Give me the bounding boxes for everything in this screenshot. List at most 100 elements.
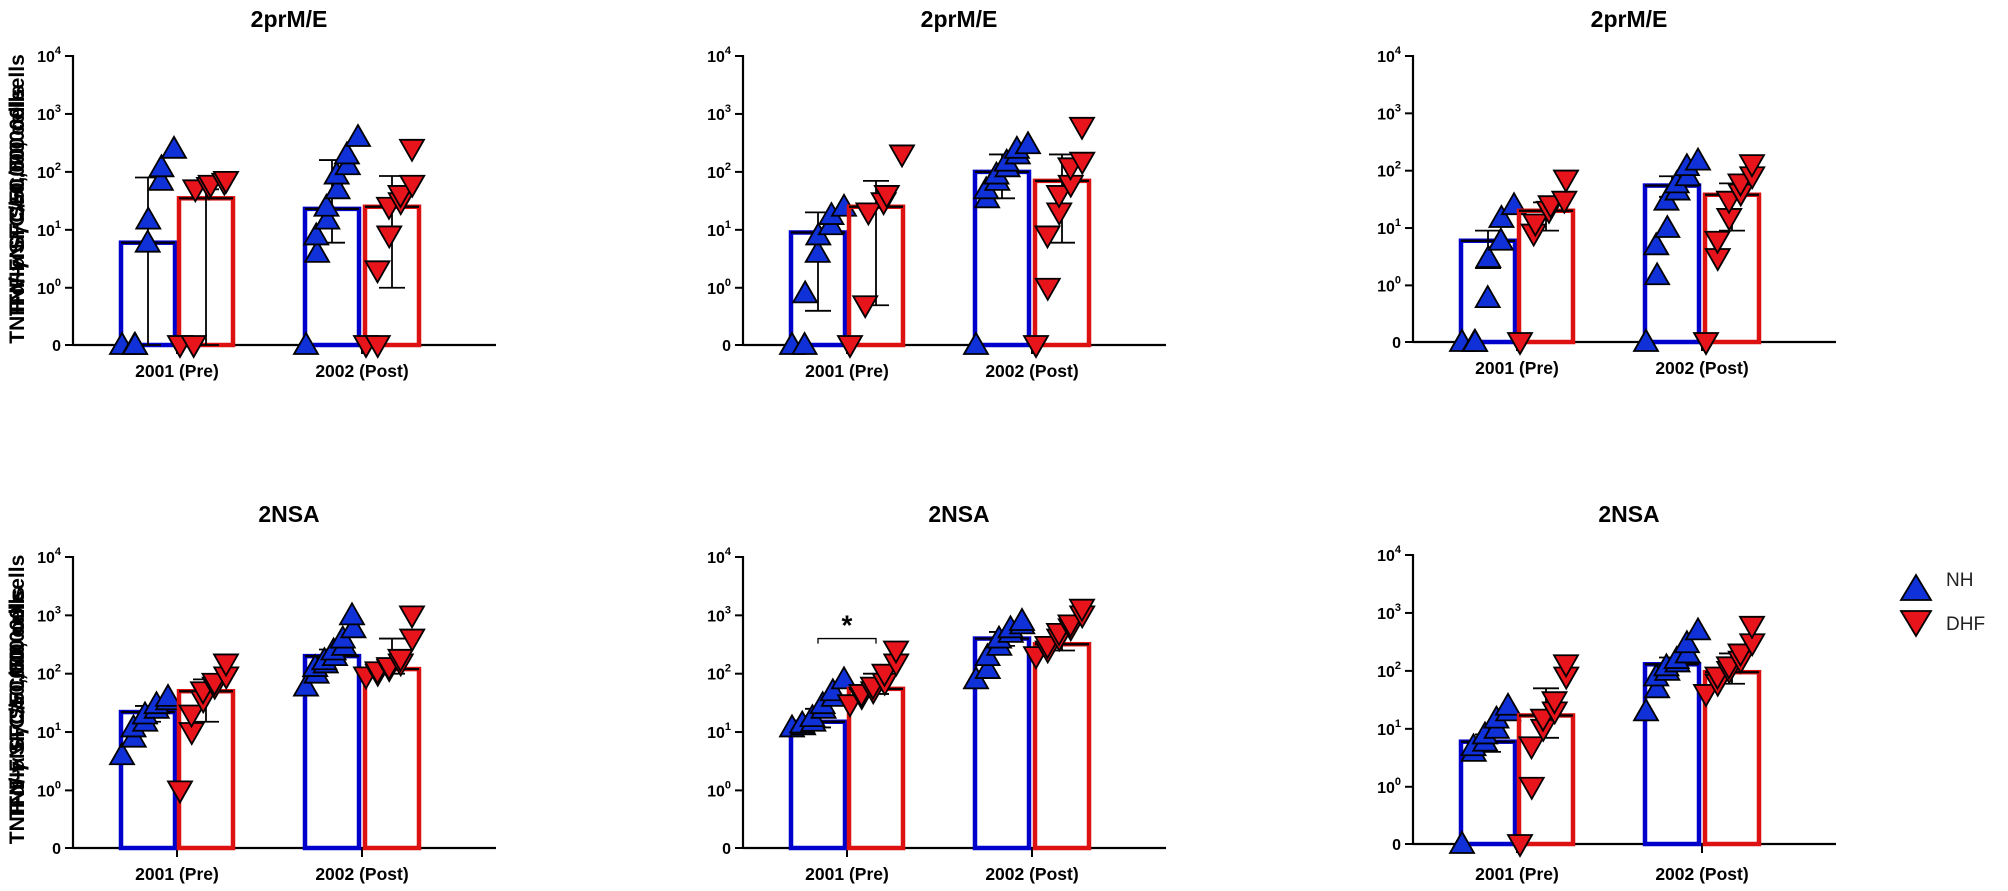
y-axis-label: IFN-γ SFC/50,000 cells	[6, 591, 29, 814]
y-tick-label: 104	[1377, 45, 1402, 66]
data-point-dhf	[1552, 654, 1580, 679]
data-point-dhf	[1692, 332, 1720, 356]
bar	[1702, 669, 1762, 847]
y-axis-label: IFN-γ SFC/50,000 cells	[6, 89, 29, 312]
y-tick-label: 103	[1377, 602, 1401, 623]
x-tick-label: 2002 (Post)	[1655, 358, 1748, 378]
legend-dhf-label: DHF	[1946, 614, 1985, 635]
data-point-dhf	[1521, 213, 1549, 238]
data-point-dhf	[1045, 185, 1073, 209]
legend: NH DHF	[1899, 570, 1985, 638]
data-point-nh	[1448, 830, 1476, 854]
x-tick-label: 2002 (Post)	[315, 864, 408, 884]
y-tick-label: 101	[37, 721, 61, 742]
x-tick-label: 2002 (Post)	[1655, 864, 1748, 884]
data-point-nh	[160, 135, 188, 159]
y-tick-label: 100	[37, 779, 61, 800]
chart-title: 2NSA	[1598, 501, 1659, 527]
data-point-dhf	[836, 335, 864, 359]
x-tick-label: 2002 (Post)	[985, 864, 1078, 884]
significance-star: *	[842, 610, 853, 641]
data-point-dhf	[851, 295, 879, 320]
chart-title: 2prM/E	[921, 6, 998, 32]
chart-title: 2prM/E	[251, 6, 328, 32]
data-point-dhf	[1068, 151, 1096, 176]
data-point-nh	[339, 614, 367, 639]
data-point-dhf	[873, 185, 901, 209]
chart-panel: 2prM/E IFN-γ SFC/50,000 cells 104 103 102 101…	[6, 6, 1166, 381]
data-point-dhf	[398, 628, 426, 653]
data-point-nh	[338, 601, 366, 626]
data-point-nh	[1643, 674, 1671, 699]
data-point-dhf	[363, 260, 392, 285]
data-point-nh	[147, 153, 175, 178]
chart-panel: 2prM/E TNF-α/IFN-γ SFC/50,000 cells 104 103…	[6, 6, 1836, 378]
data-point-dhf	[1518, 776, 1546, 801]
chart-panel: 2NSA IFN-γ SFC/50,000 cells 104 103 102 101 10…	[6, 501, 1166, 884]
y-tick-label: 0	[52, 338, 61, 355]
data-point-nh	[791, 331, 819, 355]
data-point-nh	[1642, 231, 1670, 256]
data-point-nh	[791, 279, 819, 304]
data-point-nh	[804, 239, 832, 263]
y-tick-label: 100	[707, 779, 731, 800]
y-tick-label: 100	[37, 277, 61, 298]
data-point-nh	[134, 228, 162, 253]
y-tick-label: 100	[1377, 274, 1401, 295]
data-point-dhf	[166, 780, 194, 805]
data-point-dhf	[1506, 332, 1534, 356]
data-point-dhf	[854, 202, 882, 227]
data-point-dhf	[888, 144, 916, 169]
y-tick-label: 104	[37, 546, 62, 567]
y-tick-label: 0	[1392, 837, 1401, 854]
data-point-dhf	[180, 335, 208, 359]
data-point-nh	[134, 205, 162, 230]
data-point-dhf	[1068, 598, 1096, 623]
y-tick-label: 102	[37, 161, 61, 182]
data-point-dhf	[1738, 154, 1766, 178]
y-tick-label: 0	[722, 338, 731, 355]
data-point-nh	[1494, 691, 1522, 716]
bar	[1032, 641, 1092, 851]
data-point-dhf	[398, 138, 426, 163]
y-axis-label: TNF-α/IFN-γ SFC/50,000 cells	[6, 54, 29, 344]
data-point-nh	[324, 175, 352, 200]
data-point-dhf	[1552, 169, 1580, 194]
legend-dhf-marker	[1899, 610, 1933, 638]
x-tick-label: 2002 (Post)	[315, 361, 408, 381]
data-point-dhf	[1517, 736, 1546, 761]
y-tick-label: 102	[1377, 160, 1401, 181]
y-tick-label: 104	[707, 45, 732, 66]
data-point-dhf	[1068, 116, 1096, 141]
x-tick-label: 2001 (Pre)	[1475, 358, 1559, 378]
data-point-nh	[1684, 146, 1712, 171]
data-point-dhf	[364, 335, 392, 359]
data-point-dhf	[1056, 614, 1085, 639]
data-point-nh	[121, 331, 149, 355]
data-point-nh	[292, 331, 320, 355]
data-point-dhf	[386, 648, 415, 673]
data-point-dhf	[1022, 335, 1050, 359]
data-point-nh	[344, 123, 372, 147]
bar	[788, 719, 848, 851]
bar	[362, 666, 422, 851]
y-axis-label: TNF-α/IFN-γ SFC/50,000 cells	[6, 555, 29, 845]
legend-item-dhf: DHF	[1899, 610, 1985, 638]
y-tick-label: 101	[1377, 718, 1401, 739]
y-tick-label: 104	[1377, 544, 1402, 565]
y-tick-label: 0	[1392, 335, 1401, 352]
data-point-dhf	[1540, 691, 1569, 716]
data-point-dhf	[212, 653, 240, 678]
chart-title: 2NSA	[928, 501, 989, 527]
data-point-dhf	[1703, 230, 1732, 255]
y-tick-label: 104	[707, 546, 732, 567]
data-point-nh	[1474, 284, 1502, 308]
data-point-nh	[292, 672, 320, 697]
data-point-nh	[312, 192, 340, 217]
data-point-dhf	[1537, 195, 1565, 220]
y-tick-label: 0	[722, 841, 731, 858]
data-point-nh	[1653, 214, 1681, 238]
y-tick-label: 103	[1377, 102, 1401, 123]
data-point-nh	[830, 665, 858, 690]
